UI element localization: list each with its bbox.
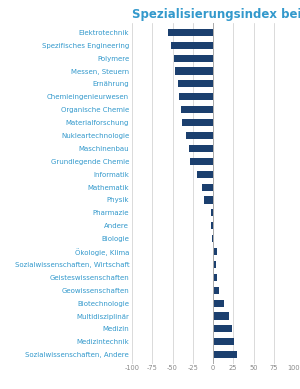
Bar [213, 300, 224, 307]
Bar [213, 287, 219, 294]
Bar [186, 132, 213, 139]
Bar [179, 93, 213, 100]
Bar [204, 196, 213, 203]
Bar [181, 106, 213, 113]
Bar [175, 68, 213, 75]
Bar [213, 338, 234, 345]
Bar [174, 54, 213, 62]
Bar [171, 42, 213, 49]
Bar [213, 325, 233, 333]
Bar [182, 119, 213, 126]
Bar [213, 351, 237, 358]
Bar [212, 235, 213, 242]
Bar [178, 81, 213, 88]
Bar [213, 312, 229, 319]
Bar [213, 261, 216, 268]
Bar [212, 222, 213, 229]
Bar [213, 248, 217, 255]
Bar [197, 171, 213, 178]
Text: Spezialisierungsindex bei Publikationen: Spezialisierungsindex bei Publikationen [132, 8, 300, 21]
Bar [202, 184, 213, 191]
Bar [169, 29, 213, 36]
Bar [189, 145, 213, 152]
Bar [213, 274, 217, 281]
Bar [190, 158, 213, 165]
Bar [211, 209, 213, 216]
